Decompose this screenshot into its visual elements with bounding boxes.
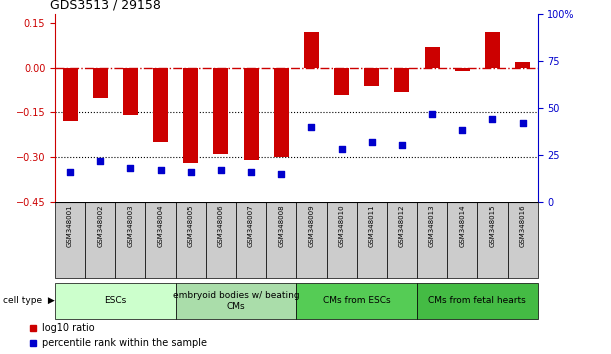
Legend: log10 ratio, percentile rank within the sample: log10 ratio, percentile rank within the … [29,324,207,348]
Bar [296,202,326,278]
Text: GSM348002: GSM348002 [97,204,103,247]
Bar [387,202,417,278]
Point [427,111,437,116]
Bar [206,202,236,278]
Text: GSM348011: GSM348011 [369,204,375,247]
Text: GSM348009: GSM348009 [309,204,315,247]
Point [125,165,135,171]
Bar [508,202,538,278]
Text: GSM348010: GSM348010 [338,204,345,247]
Bar [326,202,357,278]
Bar [55,283,176,319]
Bar [176,283,296,319]
Point [337,147,346,152]
Text: GSM348007: GSM348007 [248,204,254,247]
Text: GSM348006: GSM348006 [218,204,224,247]
Text: CMs from ESCs: CMs from ESCs [323,296,390,306]
Point [65,169,75,175]
Bar [55,202,85,278]
Bar [296,283,417,319]
Bar [447,202,477,278]
Bar [123,68,138,115]
Text: GSM348001: GSM348001 [67,204,73,247]
Bar [425,47,440,68]
Bar [274,68,289,157]
Point [156,167,166,173]
Bar [417,283,538,319]
Point [95,158,105,163]
Bar [244,68,258,160]
Point [367,139,376,144]
Point [186,169,196,175]
Bar [417,202,447,278]
Point [246,169,256,175]
Bar [357,202,387,278]
Bar [153,68,168,142]
Text: GSM348008: GSM348008 [278,204,284,247]
Text: ESCs: ESCs [104,296,126,306]
Bar [394,68,409,92]
Point [518,120,527,126]
Bar [236,202,266,278]
Text: GSM348013: GSM348013 [429,204,435,247]
Point [488,116,497,122]
Bar [145,202,176,278]
Text: embryoid bodies w/ beating
CMs: embryoid bodies w/ beating CMs [173,291,299,310]
Text: GSM348003: GSM348003 [128,204,133,247]
Point [397,143,407,148]
Bar [485,32,500,68]
Bar [364,68,379,86]
Bar [455,68,470,71]
Point [216,167,226,173]
Bar [85,202,115,278]
Bar [304,32,319,68]
Bar [515,62,530,68]
Bar [213,68,229,154]
Bar [115,202,145,278]
Bar [176,202,206,278]
Text: GSM348004: GSM348004 [158,204,164,247]
Bar [183,68,199,163]
Text: GSM348016: GSM348016 [519,204,525,247]
Text: GSM348005: GSM348005 [188,204,194,247]
Text: GDS3513 / 29158: GDS3513 / 29158 [50,0,161,12]
Bar [477,202,508,278]
Text: CMs from fetal hearts: CMs from fetal hearts [428,296,526,306]
Bar [93,68,108,98]
Point [458,128,467,133]
Text: GSM348014: GSM348014 [459,204,465,247]
Bar [62,68,78,121]
Text: GSM348015: GSM348015 [489,204,496,247]
Text: GSM348012: GSM348012 [399,204,405,247]
Bar [334,68,349,95]
Point [307,124,316,130]
Point [276,171,286,177]
Bar [266,202,296,278]
Text: cell type  ▶: cell type ▶ [3,296,55,306]
